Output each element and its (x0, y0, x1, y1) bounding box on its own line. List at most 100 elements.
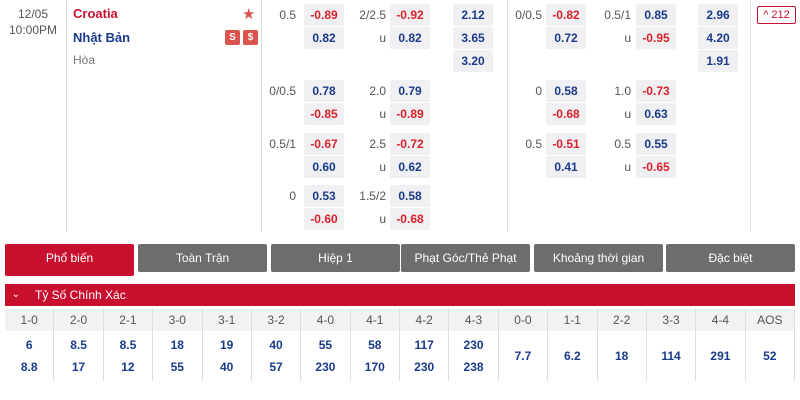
odds-cell[interactable]: 0.58 (390, 185, 430, 207)
away-team[interactable]: Nhật Bản (73, 30, 131, 45)
score-header: 3-0 (153, 309, 203, 331)
score-odds-away[interactable]: 8.8 (20, 360, 38, 374)
correct-score-header[interactable]: ⌄ Tỷ Số Chính Xác (5, 284, 795, 306)
score-column: 6.2 (548, 331, 598, 381)
odds-cell[interactable]: 0.72 (546, 27, 586, 49)
hdp-line: 0 (289, 189, 296, 203)
odds-cell[interactable]: -0.60 (304, 208, 344, 230)
odds-cell[interactable]: -0.51 (546, 133, 586, 155)
score-odds-away[interactable]: 12 (121, 360, 135, 374)
tab-first-half[interactable]: Hiệp 1 (271, 244, 400, 272)
odds-cell[interactable]: 0.78 (304, 80, 344, 102)
odds-cell[interactable]: -0.68 (390, 208, 430, 230)
score-header: 4-4 (696, 309, 746, 331)
score-column: 58 170 (351, 331, 400, 381)
score-odds-home[interactable]: 40 (269, 338, 283, 352)
odds-cell[interactable]: 0.85 (636, 4, 676, 26)
score-header: 4-1 (351, 309, 400, 331)
odds-cell[interactable]: -0.67 (304, 133, 344, 155)
odds-cell[interactable]: -0.72 (390, 133, 430, 155)
score-header: 1-1 (548, 309, 598, 331)
odds-cell[interactable]: 0.41 (546, 156, 586, 178)
score-odds-away[interactable]: 57 (269, 360, 283, 374)
score-odds-draw[interactable]: 6.2 (563, 349, 581, 363)
odds-cell[interactable]: -0.65 (636, 156, 676, 178)
odds-cell[interactable]: 0.53 (304, 185, 344, 207)
score-header: 3-1 (203, 309, 252, 331)
score-odds-draw[interactable]: 18 (615, 349, 629, 363)
score-header: 2-0 (54, 309, 104, 331)
score-odds-draw[interactable]: 52 (763, 349, 777, 363)
score-header: 4-2 (400, 309, 450, 331)
score-column: 8.5 12 (104, 331, 154, 381)
odds-1x2-draw[interactable]: 1.91 (698, 50, 738, 72)
tab-special[interactable]: Đặc biệt (666, 244, 795, 272)
odds-cell[interactable]: -0.73 (636, 80, 676, 102)
score-odds-home[interactable]: 6 (25, 338, 33, 352)
score-odds-away[interactable]: 230 (315, 360, 336, 374)
score-odds-away[interactable]: 238 (463, 360, 484, 374)
under-label: u (379, 160, 386, 174)
score-odds-draw[interactable]: 291 (710, 349, 731, 363)
draw-label: Hòa (73, 53, 96, 67)
score-odds-home[interactable]: 58 (368, 338, 382, 352)
divider (261, 0, 262, 232)
odds-cell[interactable]: 0.62 (390, 156, 430, 178)
score-odds-away[interactable]: 55 (170, 360, 184, 374)
odds-1x2-home[interactable]: 2.12 (453, 4, 493, 26)
match-time: 12/05 10:00PM (6, 6, 60, 38)
odds-cell[interactable]: -0.95 (636, 27, 676, 49)
score-odds-home[interactable]: 117 (414, 338, 434, 352)
tab-popular[interactable]: Phổ biến (5, 244, 134, 276)
score-column: 291 (696, 331, 746, 381)
tab-corners-cards[interactable]: Phạt Góc/Thẻ Phạt (401, 244, 530, 272)
odds-cell[interactable]: -0.92 (390, 4, 430, 26)
tab-full-time[interactable]: Toàn Trận (138, 244, 267, 272)
odds-cell[interactable]: 0.60 (304, 156, 344, 178)
score-odds-draw[interactable]: 7.7 (514, 349, 532, 363)
score-header: 3-3 (647, 309, 697, 331)
odds-1x2-away[interactable]: 4.20 (698, 27, 738, 49)
odds-cell[interactable]: -0.82 (546, 4, 586, 26)
stats-icon[interactable]: S (225, 30, 240, 45)
match-row: 12/05 10:00PM Croatia Nhật Bản Hòa ★ S $… (6, 0, 796, 232)
odds-cell[interactable]: 0.82 (390, 27, 430, 49)
score-odds-home[interactable]: 230 (463, 338, 484, 352)
ou-line: 1.0 (614, 84, 631, 98)
chevron-down-icon[interactable]: ⌄ (11, 289, 21, 300)
score-odds-home[interactable]: 8.5 (119, 338, 137, 352)
score-odds-draw[interactable]: 114 (661, 349, 681, 363)
score-header: 3-2 (252, 309, 302, 331)
more-markets-button[interactable]: ^ 212 (757, 6, 796, 24)
score-odds-away[interactable]: 40 (220, 360, 234, 374)
tab-time-period[interactable]: Khoảng thời gian (534, 244, 663, 272)
odds-1x2-draw[interactable]: 3.20 (453, 50, 493, 72)
odds-cell[interactable]: 0.58 (546, 80, 586, 102)
odds-cell[interactable]: 0.82 (304, 27, 344, 49)
score-odds-away[interactable]: 230 (414, 360, 435, 374)
home-team[interactable]: Croatia (73, 6, 118, 21)
score-odds-home[interactable]: 18 (170, 338, 184, 352)
ou-line: 2/2.5 (359, 8, 386, 22)
score-odds-home[interactable]: 19 (220, 338, 234, 352)
odds-1x2-away[interactable]: 3.65 (453, 27, 493, 49)
odds-cell[interactable]: 0.79 (390, 80, 430, 102)
odds-cell[interactable]: 0.63 (636, 103, 676, 125)
score-odds-away[interactable]: 170 (364, 360, 385, 374)
score-odds-home[interactable]: 55 (318, 338, 333, 352)
odds-cell[interactable]: 0.55 (636, 133, 676, 155)
odds-1x2-home[interactable]: 2.96 (698, 4, 738, 26)
odds-cell[interactable]: -0.85 (304, 103, 344, 125)
score-column: 18 (598, 331, 647, 381)
divider (507, 0, 508, 232)
dollar-icon[interactable]: $ (243, 30, 258, 45)
score-odds-away[interactable]: 17 (71, 360, 86, 374)
score-column: 6 8.8 (5, 331, 55, 381)
hdp-line: 0.5 (279, 8, 296, 22)
divider (750, 0, 751, 232)
score-odds-home[interactable]: 8.5 (70, 338, 87, 352)
favorite-star-icon[interactable]: ★ (242, 6, 256, 23)
odds-cell[interactable]: -0.89 (390, 103, 430, 125)
odds-cell[interactable]: -0.68 (546, 103, 586, 125)
odds-cell[interactable]: -0.89 (304, 4, 344, 26)
